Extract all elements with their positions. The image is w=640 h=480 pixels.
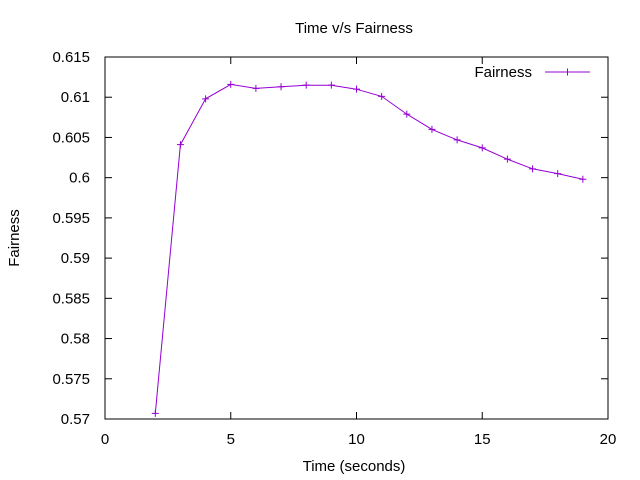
data-point xyxy=(554,170,562,178)
data-point xyxy=(579,175,587,183)
legend-label-fairness: Fairness xyxy=(474,64,532,81)
data-point xyxy=(378,92,386,100)
series-line-fairness xyxy=(154,83,583,414)
x-tick-label: 20 xyxy=(600,431,617,448)
y-tick-label: 0.59 xyxy=(61,250,90,267)
y-tick-label: 0.605 xyxy=(52,129,90,146)
y-tick-label: 0.615 xyxy=(52,49,90,66)
data-point xyxy=(327,81,335,89)
data-point xyxy=(428,125,436,133)
data-point xyxy=(403,110,411,118)
data-point xyxy=(277,83,285,91)
data-point xyxy=(529,165,537,173)
data-point xyxy=(202,95,210,103)
x-tick-label: 0 xyxy=(101,431,109,448)
data-point xyxy=(478,144,486,152)
y-tick-label: 0.61 xyxy=(61,89,90,106)
plot-frame xyxy=(104,56,609,420)
chart-title: Time v/s Fairness xyxy=(295,20,413,37)
data-point xyxy=(252,84,260,92)
y-tick-label: 0.6 xyxy=(69,170,90,187)
series-group xyxy=(151,80,587,417)
axis-ticks xyxy=(104,56,609,420)
y-tick-label: 0.595 xyxy=(52,210,90,227)
data-point xyxy=(176,141,184,149)
data-point xyxy=(151,409,159,417)
y-tick-label: 0.585 xyxy=(52,290,90,307)
x-tick-label: 15 xyxy=(474,431,491,448)
y-tick-label: 0.575 xyxy=(52,371,90,388)
y-tick-label: 0.58 xyxy=(61,331,90,348)
data-point xyxy=(503,155,511,163)
data-point xyxy=(453,136,461,144)
legend: Fairness xyxy=(474,64,590,81)
y-axis-label: Fairness xyxy=(6,209,23,267)
tick-labels: 0 5 10 15 20 0.57 0.575 0.58 0.585 0.59 0.595 0.6 0.… xyxy=(52,49,616,448)
data-point xyxy=(302,81,310,89)
legend-marker-fairness xyxy=(564,68,571,76)
x-tick-label: 10 xyxy=(348,431,365,448)
y-tick-label: 0.57 xyxy=(61,411,90,428)
x-tick-label: 5 xyxy=(227,431,235,448)
data-point xyxy=(227,80,235,88)
x-axis-label: Time (seconds) xyxy=(303,458,406,475)
data-point xyxy=(353,85,360,93)
